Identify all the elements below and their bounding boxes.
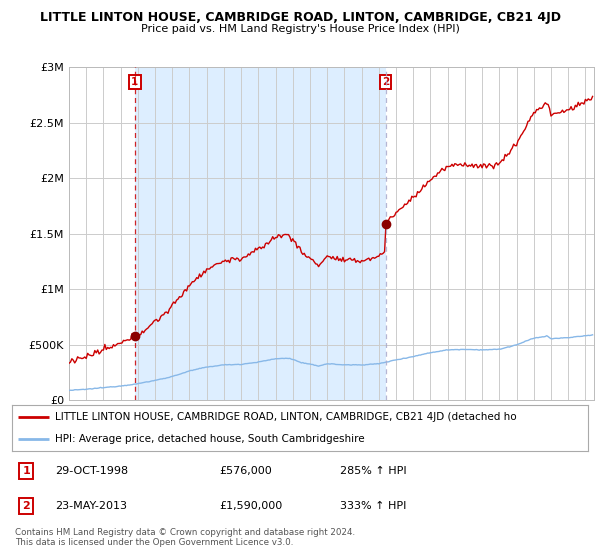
Text: LITTLE LINTON HOUSE, CAMBRIDGE ROAD, LINTON, CAMBRIDGE, CB21 4JD: LITTLE LINTON HOUSE, CAMBRIDGE ROAD, LIN… [40, 11, 560, 24]
Text: 333% ↑ HPI: 333% ↑ HPI [340, 501, 407, 511]
Text: £1,590,000: £1,590,000 [220, 501, 283, 511]
Text: 1: 1 [23, 466, 30, 476]
Text: 285% ↑ HPI: 285% ↑ HPI [340, 466, 407, 476]
Text: Contains HM Land Registry data © Crown copyright and database right 2024.
This d: Contains HM Land Registry data © Crown c… [15, 528, 355, 547]
Text: Price paid vs. HM Land Registry's House Price Index (HPI): Price paid vs. HM Land Registry's House … [140, 24, 460, 34]
Text: 2: 2 [23, 501, 30, 511]
Text: £576,000: £576,000 [220, 466, 272, 476]
Text: 2: 2 [382, 77, 389, 87]
Text: 29-OCT-1998: 29-OCT-1998 [55, 466, 128, 476]
Text: LITTLE LINTON HOUSE, CAMBRIDGE ROAD, LINTON, CAMBRIDGE, CB21 4JD (detached ho: LITTLE LINTON HOUSE, CAMBRIDGE ROAD, LIN… [55, 412, 517, 422]
Text: HPI: Average price, detached house, South Cambridgeshire: HPI: Average price, detached house, Sout… [55, 435, 365, 444]
Text: 23-MAY-2013: 23-MAY-2013 [55, 501, 127, 511]
Text: 1: 1 [131, 77, 139, 87]
Bar [135, 67, 386, 400]
